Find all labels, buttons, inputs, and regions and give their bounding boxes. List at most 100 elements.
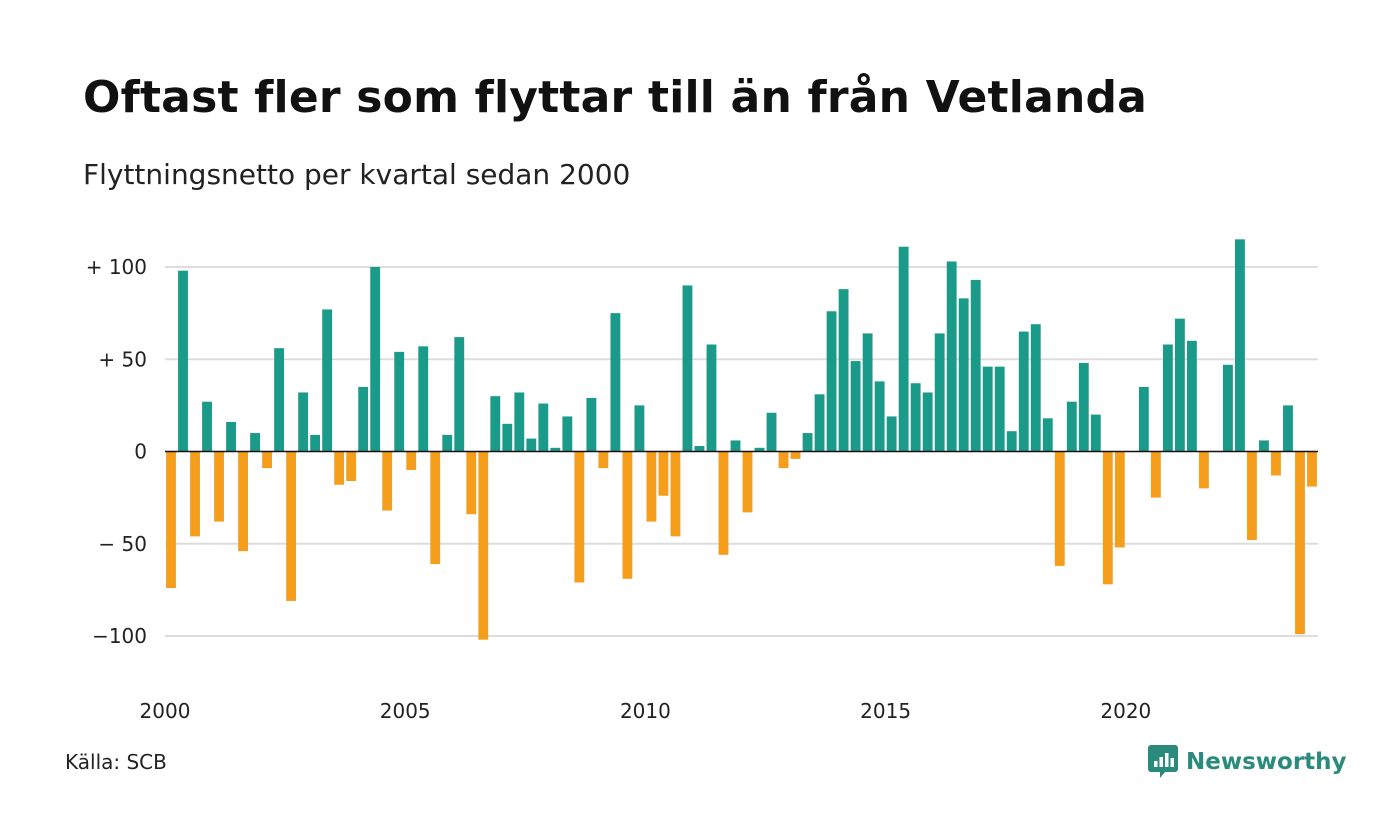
- bar: [214, 451, 224, 522]
- bar: [1150, 451, 1161, 498]
- y-tick-label: − 50: [98, 532, 147, 556]
- x-tick-label: 2010: [620, 699, 671, 723]
- bar: [634, 405, 645, 452]
- bar: [874, 381, 885, 452]
- newsworthy-chat-bars-icon: [1148, 745, 1178, 778]
- bar: [538, 403, 549, 452]
- bar: [262, 451, 273, 469]
- bar: [742, 451, 753, 513]
- brand-name: Newsworthy: [1186, 749, 1347, 775]
- bar: [934, 333, 945, 452]
- bar: [1271, 451, 1281, 476]
- bar: [358, 386, 369, 452]
- chart-title: Oftast fler som flyttar till än från Vet…: [83, 72, 1148, 123]
- bar: [1078, 362, 1089, 452]
- bar: [598, 451, 609, 469]
- bar: [586, 398, 597, 452]
- bar: [370, 267, 381, 452]
- bar: [778, 451, 789, 469]
- y-tick-label: 0: [134, 440, 147, 464]
- bar: [454, 337, 465, 452]
- bar: [1066, 401, 1077, 452]
- bars: [166, 239, 1317, 640]
- bar: [814, 394, 825, 452]
- bar: [1307, 451, 1317, 487]
- bar: [1018, 331, 1029, 452]
- bar: [286, 451, 297, 601]
- bar: [1174, 318, 1185, 452]
- x-tick-label: 2015: [860, 699, 911, 723]
- bar: [706, 344, 717, 452]
- bar: [898, 246, 909, 452]
- bar: [382, 451, 393, 511]
- bar: [1090, 414, 1101, 452]
- bar: [346, 451, 357, 482]
- bar: [802, 433, 813, 452]
- bar: [190, 451, 200, 537]
- bar: [922, 392, 933, 452]
- bar: [1235, 239, 1245, 452]
- bar: [994, 366, 1005, 452]
- bar: [790, 451, 801, 459]
- bar: [514, 392, 525, 452]
- x-axis-tick-labels: 2000 2005 2010 2015 2020: [140, 699, 1152, 723]
- newsworthy-logo: Newsworthy: [1148, 745, 1347, 779]
- bar: [838, 289, 849, 452]
- bar: [1259, 440, 1269, 452]
- bar: [718, 451, 729, 555]
- chart-subtitle: Flyttningsnetto per kvartal sedan 2000: [83, 158, 631, 191]
- y-tick-label: −100: [92, 624, 147, 648]
- bar: [430, 451, 441, 565]
- bar: [850, 361, 861, 452]
- bar: [478, 451, 489, 640]
- bar: [610, 313, 621, 452]
- bar: [670, 451, 681, 537]
- y-tick-label: + 100: [86, 255, 147, 279]
- bar: [1162, 344, 1173, 452]
- bar: [754, 447, 765, 452]
- bar: [178, 270, 188, 452]
- bar: [646, 451, 657, 522]
- source-note: Källa: SCB: [65, 750, 167, 774]
- bar: [1283, 405, 1293, 452]
- bar: [550, 447, 561, 452]
- y-axis-tick-labels: + 100 + 50 0 − 50 −100: [86, 255, 147, 648]
- bar: [1006, 431, 1017, 452]
- x-tick-label: 2020: [1100, 699, 1151, 723]
- bar: [466, 451, 477, 515]
- bar: [574, 451, 585, 583]
- bar: [418, 346, 429, 452]
- x-tick-label: 2005: [380, 699, 431, 723]
- bar: [526, 438, 537, 452]
- bar: [1247, 451, 1257, 541]
- bar: [1198, 451, 1209, 489]
- bar: [886, 416, 897, 452]
- bar: [298, 392, 309, 452]
- bar: [946, 261, 957, 452]
- bar: [970, 279, 981, 452]
- bar: [658, 451, 669, 496]
- bar: [1295, 451, 1305, 635]
- bar: [826, 311, 837, 452]
- bar: [1042, 418, 1053, 452]
- bar: [226, 421, 236, 452]
- bar: [322, 309, 333, 452]
- bar: [334, 451, 345, 485]
- bar: [982, 366, 993, 452]
- bar: [1223, 364, 1233, 452]
- bar: [490, 396, 501, 452]
- bar: [394, 351, 405, 452]
- bar: [1114, 451, 1125, 548]
- bar: [250, 433, 260, 452]
- bar: [202, 401, 212, 452]
- bar: [1138, 386, 1149, 452]
- bar: [442, 434, 453, 452]
- bar: [730, 440, 741, 452]
- bar: [862, 333, 873, 452]
- x-tick-label: 2000: [140, 699, 191, 723]
- bar: [166, 451, 176, 589]
- gridlines: [165, 266, 1318, 637]
- bar: [274, 348, 285, 452]
- bar: [562, 416, 573, 452]
- bar: [1054, 451, 1065, 566]
